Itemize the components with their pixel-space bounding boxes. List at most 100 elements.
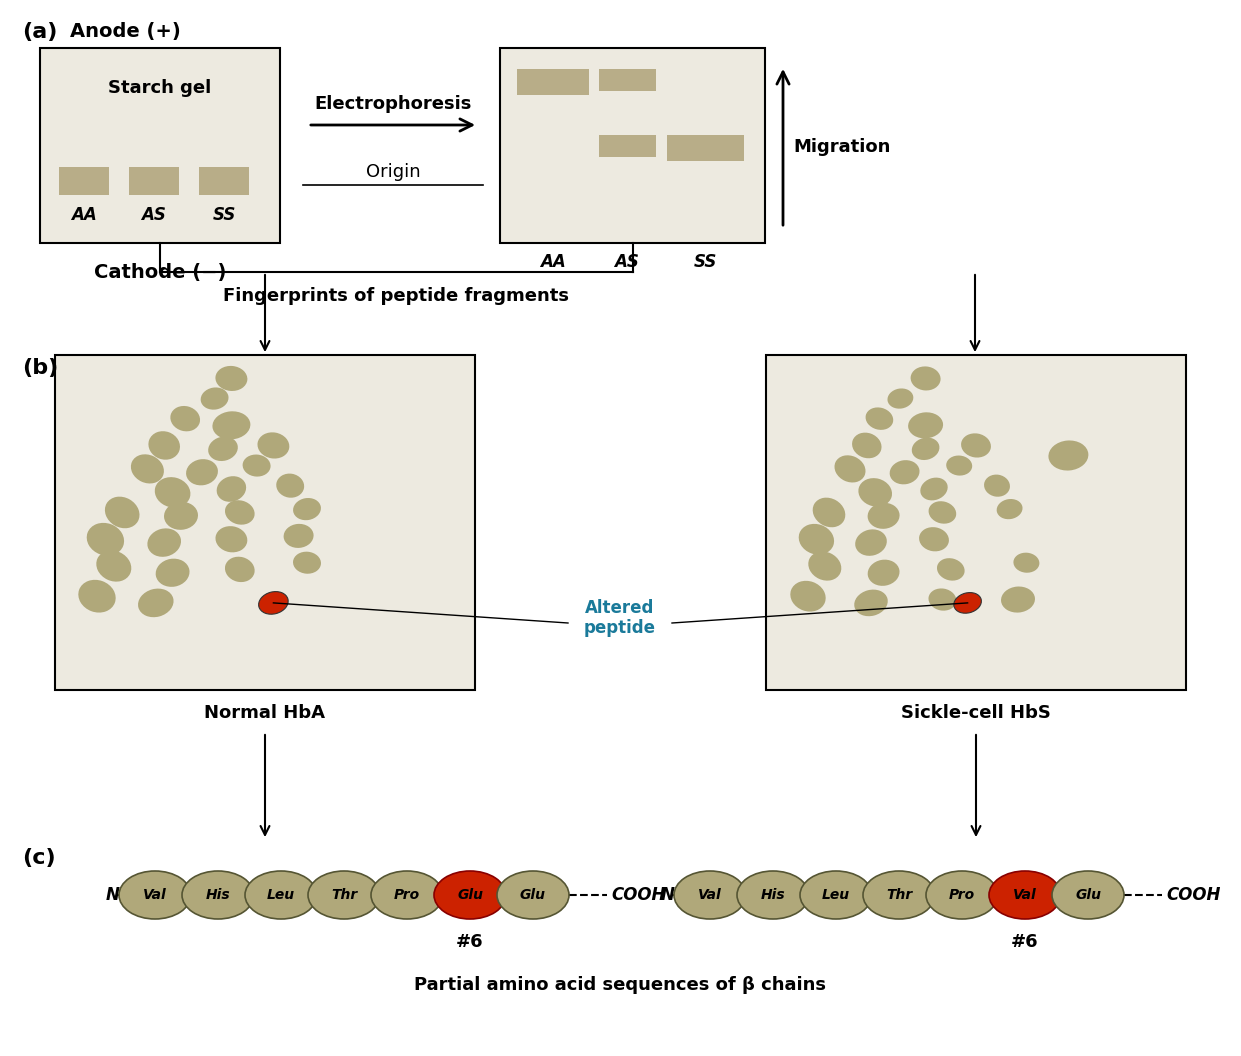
FancyBboxPatch shape (40, 48, 280, 243)
Ellipse shape (434, 871, 506, 919)
Ellipse shape (277, 473, 304, 497)
Ellipse shape (138, 588, 174, 617)
Ellipse shape (799, 524, 834, 554)
Ellipse shape (961, 433, 990, 457)
Text: Altered
peptide: Altered peptide (585, 599, 656, 638)
Ellipse shape (78, 580, 115, 612)
Text: Val: Val (699, 888, 722, 902)
Text: His: His (206, 888, 231, 902)
Ellipse shape (105, 496, 139, 528)
Ellipse shape (854, 589, 887, 617)
FancyBboxPatch shape (517, 69, 589, 95)
Ellipse shape (937, 559, 964, 581)
Ellipse shape (887, 389, 913, 409)
Text: Leu: Leu (822, 888, 850, 902)
Ellipse shape (208, 436, 238, 461)
Text: Migration: Migration (793, 138, 890, 156)
Text: Origin: Origin (366, 163, 421, 181)
Text: Leu: Leu (267, 888, 295, 902)
Text: AA: AA (71, 206, 97, 224)
Ellipse shape (170, 406, 200, 431)
Text: Anode (+): Anode (+) (69, 22, 181, 41)
Ellipse shape (911, 366, 941, 391)
Ellipse shape (808, 551, 841, 581)
Ellipse shape (149, 431, 180, 459)
Ellipse shape (182, 871, 254, 919)
Ellipse shape (164, 502, 199, 530)
Ellipse shape (800, 871, 872, 919)
Text: Val: Val (1013, 888, 1037, 902)
Text: (a): (a) (22, 22, 57, 42)
Ellipse shape (97, 550, 132, 582)
Ellipse shape (791, 581, 825, 611)
Text: Glu: Glu (520, 888, 546, 902)
Ellipse shape (243, 454, 271, 476)
Ellipse shape (920, 527, 949, 551)
Ellipse shape (1014, 552, 1040, 572)
Text: Thr: Thr (331, 888, 357, 902)
Ellipse shape (244, 871, 316, 919)
Ellipse shape (225, 501, 254, 525)
FancyBboxPatch shape (599, 69, 656, 91)
Ellipse shape (201, 388, 228, 410)
Text: SS: SS (694, 253, 717, 271)
Ellipse shape (855, 529, 887, 555)
Text: (c): (c) (22, 848, 56, 868)
Ellipse shape (148, 528, 181, 557)
Text: AA: AA (540, 253, 566, 271)
FancyBboxPatch shape (55, 355, 475, 690)
Ellipse shape (155, 477, 190, 508)
Ellipse shape (293, 551, 321, 573)
Text: Partial amino acid sequences of β chains: Partial amino acid sequences of β chains (414, 976, 827, 994)
Ellipse shape (853, 433, 881, 458)
Text: (b): (b) (22, 358, 58, 378)
Text: Val: Val (143, 888, 166, 902)
FancyBboxPatch shape (500, 48, 764, 243)
FancyBboxPatch shape (666, 135, 745, 161)
Ellipse shape (997, 499, 1023, 520)
Ellipse shape (928, 588, 957, 610)
Text: Pro: Pro (393, 888, 419, 902)
Ellipse shape (890, 460, 920, 485)
Ellipse shape (908, 412, 943, 438)
Text: #6: #6 (457, 934, 484, 951)
Text: SS: SS (212, 206, 236, 224)
Ellipse shape (946, 455, 972, 475)
Ellipse shape (496, 871, 570, 919)
Ellipse shape (1052, 871, 1124, 919)
Ellipse shape (867, 560, 900, 586)
Ellipse shape (928, 502, 957, 524)
Ellipse shape (119, 871, 191, 919)
Ellipse shape (371, 871, 443, 919)
Ellipse shape (216, 366, 247, 391)
Ellipse shape (867, 503, 900, 529)
Text: His: His (761, 888, 786, 902)
Ellipse shape (186, 459, 218, 486)
Text: NH₂: NH₂ (661, 886, 696, 904)
FancyBboxPatch shape (766, 355, 1186, 690)
Ellipse shape (984, 474, 1010, 496)
Text: COOH: COOH (1167, 886, 1220, 904)
Text: COOH: COOH (611, 886, 665, 904)
Ellipse shape (865, 408, 894, 430)
FancyBboxPatch shape (199, 167, 249, 195)
Text: Electrophoresis: Electrophoresis (314, 95, 472, 113)
Ellipse shape (212, 411, 251, 439)
FancyBboxPatch shape (60, 167, 109, 195)
Text: Sickle-cell HbS: Sickle-cell HbS (901, 704, 1051, 722)
Ellipse shape (130, 454, 164, 484)
Ellipse shape (737, 871, 809, 919)
Ellipse shape (859, 478, 892, 507)
FancyBboxPatch shape (129, 167, 179, 195)
FancyBboxPatch shape (599, 135, 656, 157)
Ellipse shape (1049, 440, 1088, 471)
Text: Starch gel: Starch gel (108, 79, 212, 97)
Ellipse shape (1001, 586, 1035, 612)
Ellipse shape (293, 498, 321, 521)
Ellipse shape (258, 591, 288, 615)
Ellipse shape (912, 437, 939, 460)
Ellipse shape (989, 871, 1061, 919)
Text: Thr: Thr (886, 888, 912, 902)
Ellipse shape (284, 524, 314, 548)
Text: AS: AS (614, 253, 639, 271)
